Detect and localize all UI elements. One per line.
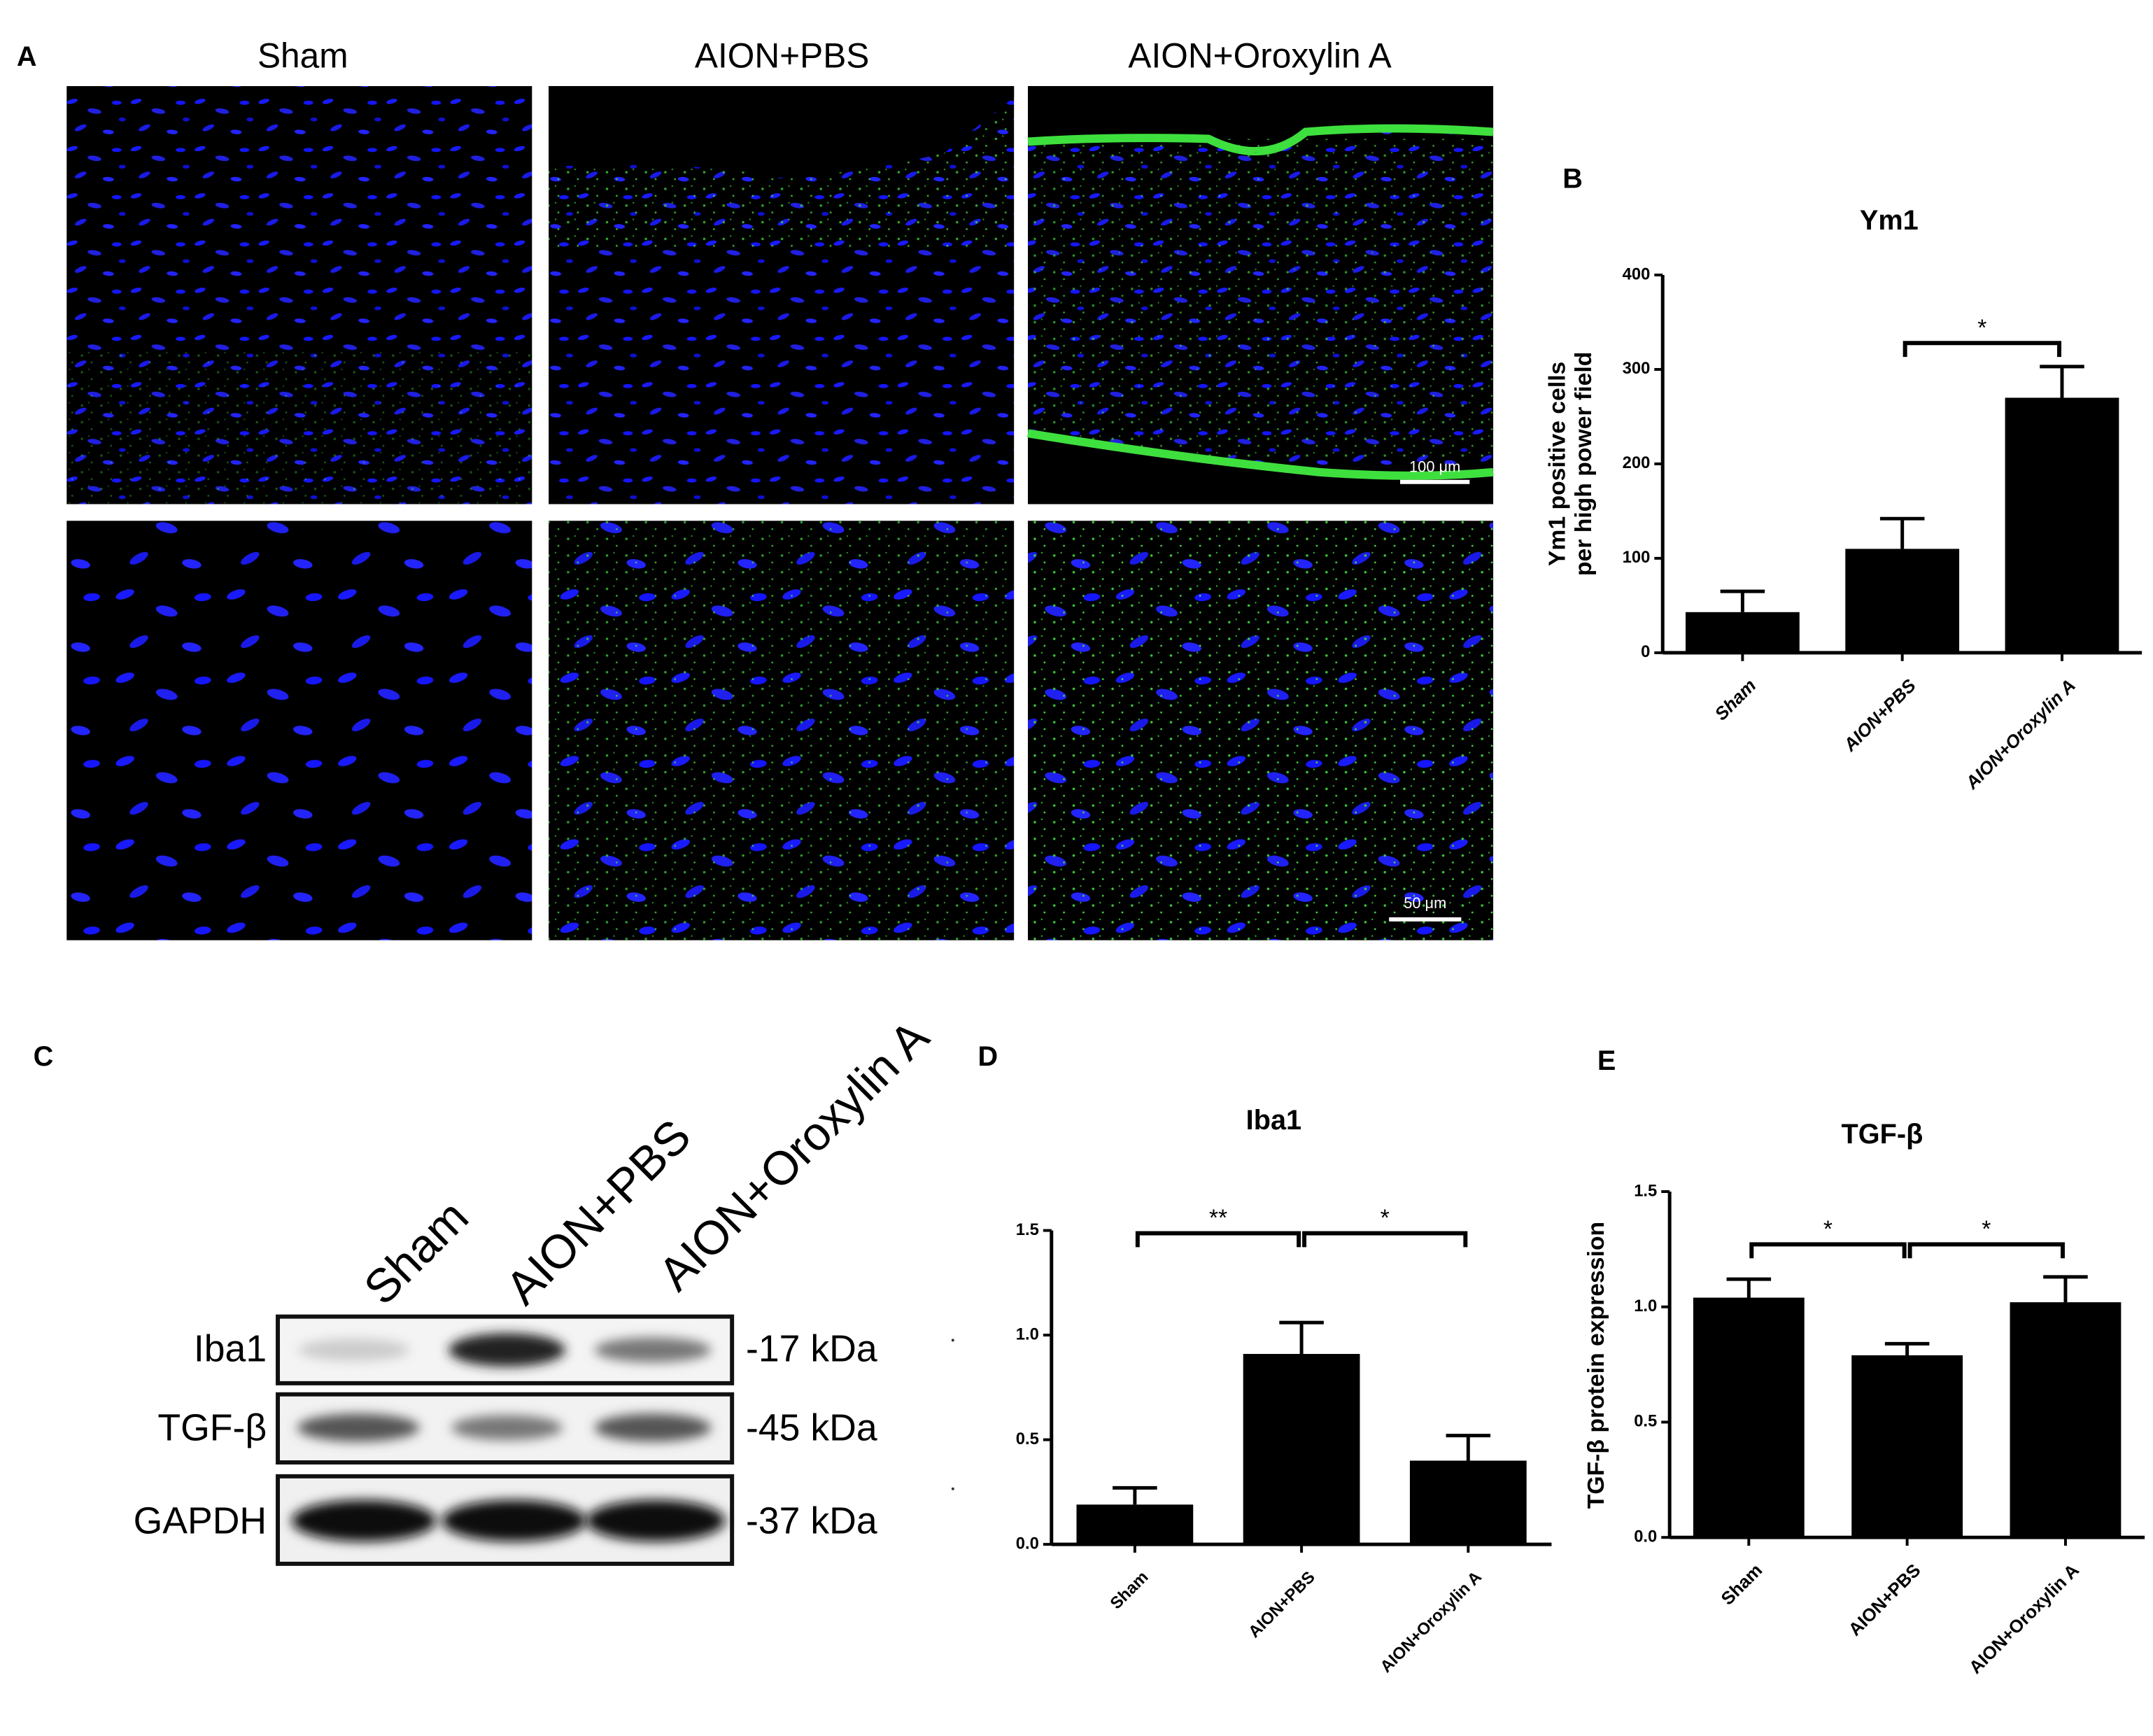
tissue-edge xyxy=(549,86,1015,178)
significance-bracket xyxy=(1907,1242,2065,1259)
y-tick-label: 1.5 xyxy=(1016,1220,1039,1239)
column-title: AION+PBS xyxy=(695,36,870,75)
protein-label: GAPDH xyxy=(134,1499,267,1541)
significance-label: * xyxy=(1977,314,1986,341)
panel-label: C xyxy=(34,1041,54,1072)
size-label: -45 kDa xyxy=(746,1407,877,1449)
bar xyxy=(2005,397,2119,653)
y-tick-label: 0.0 xyxy=(1016,1534,1039,1553)
blot-band xyxy=(594,1413,712,1442)
bar xyxy=(1076,1504,1194,1545)
y-tick-label: 300 xyxy=(1623,359,1651,378)
green-stain xyxy=(549,521,1015,940)
significance-label: ** xyxy=(1209,1205,1227,1232)
image-tile xyxy=(66,521,532,940)
y-tick-label: 400 xyxy=(1623,264,1651,283)
size-label: -37 kDa xyxy=(746,1499,877,1541)
bar xyxy=(1243,1353,1360,1545)
bar xyxy=(1845,549,1960,653)
bar xyxy=(1693,1297,1805,1538)
y-axis-label: TGF-β protein expression xyxy=(1583,1222,1609,1509)
chart-title: Ym1 xyxy=(1860,205,1919,236)
y-axis-label: Ym1 positive cells xyxy=(1544,362,1570,566)
y-tick-label: 0.5 xyxy=(1634,1412,1657,1431)
green-stain xyxy=(1028,139,1494,458)
protein-label: Iba1 xyxy=(194,1327,267,1369)
green-stain xyxy=(549,97,1015,250)
y-tick-label: 1.5 xyxy=(1634,1181,1657,1200)
chart-title: Iba1 xyxy=(1246,1105,1301,1136)
panel-label: B xyxy=(1562,164,1583,195)
blot-band xyxy=(291,1499,437,1542)
y-tick-label: 1.0 xyxy=(1016,1325,1039,1343)
scale-bar-label: 50 μm xyxy=(1404,894,1446,912)
significance-bracket xyxy=(1903,341,2061,358)
y-tick-label: 0.5 xyxy=(1016,1430,1039,1448)
protein-label: TGF-β xyxy=(157,1407,267,1449)
panel-label: E xyxy=(1597,1045,1616,1076)
blot-band xyxy=(297,1413,420,1442)
significance-bracket xyxy=(1302,1231,1468,1248)
scale-bar-label: 100 μm xyxy=(1409,458,1460,476)
significance-label: * xyxy=(1381,1205,1390,1232)
bar xyxy=(2010,1302,2122,1538)
y-tick-label: 1.0 xyxy=(1634,1297,1657,1315)
bar xyxy=(1409,1460,1527,1545)
column-title: AION+Oroxylin A xyxy=(1128,36,1391,75)
panel-label: A xyxy=(17,41,37,72)
chart-title: TGF-β xyxy=(1841,1119,1923,1150)
column-title: Sham xyxy=(257,36,348,75)
y-axis-label: per high power field xyxy=(1570,352,1597,576)
blot-band xyxy=(594,1337,712,1363)
microscopy-grid xyxy=(66,86,1494,940)
y-tick-label: 0.0 xyxy=(1634,1527,1657,1546)
dot xyxy=(951,1487,954,1490)
bar xyxy=(1851,1355,1963,1538)
blot-band xyxy=(586,1499,726,1542)
green-stain xyxy=(1027,429,1494,480)
significance-label: * xyxy=(1823,1215,1833,1242)
blot-band xyxy=(451,1415,563,1441)
y-tick-label: 200 xyxy=(1623,453,1651,472)
western-blot xyxy=(276,1314,735,1566)
blot-band xyxy=(442,1499,586,1542)
significance-bracket xyxy=(1749,1242,1907,1259)
significance-bracket xyxy=(1135,1231,1301,1248)
image-tile xyxy=(66,347,532,504)
y-tick-label: 100 xyxy=(1623,548,1651,567)
bar xyxy=(1685,612,1800,653)
green-stain xyxy=(1028,521,1494,940)
size-label: -17 kDa xyxy=(746,1327,877,1369)
blot-band xyxy=(449,1333,565,1367)
blot-band xyxy=(298,1339,410,1362)
panel-label: D xyxy=(978,1041,998,1072)
dot xyxy=(951,1339,954,1342)
significance-label: * xyxy=(1982,1215,1991,1242)
y-tick-label: 0 xyxy=(1641,642,1650,661)
